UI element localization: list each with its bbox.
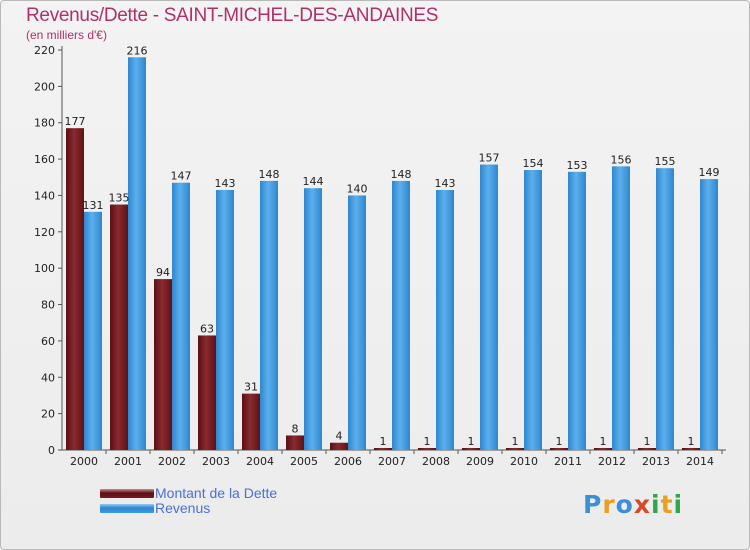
value-label: 131 <box>83 199 104 212</box>
value-label: 1 <box>380 435 387 448</box>
y-tick-label: 120 <box>34 226 55 239</box>
x-tick-label: 2010 <box>510 455 538 468</box>
value-label: 143 <box>435 177 456 190</box>
bar-revenus <box>568 171 586 450</box>
value-label: 216 <box>127 44 148 57</box>
bar-revenus <box>84 211 102 450</box>
value-label: 1 <box>512 435 519 448</box>
chart-title: Revenus/Dette - SAINT-MICHEL-DES-ANDAINE… <box>26 5 439 26</box>
value-label: 63 <box>200 322 214 335</box>
x-tick-label: 2009 <box>466 455 494 468</box>
y-tick-label: 60 <box>41 335 55 348</box>
legend-label-dette: Montant de la Dette <box>155 485 278 501</box>
y-tick-label: 180 <box>34 117 55 130</box>
y-tick-label: 140 <box>34 189 55 202</box>
bar-dette <box>154 279 172 450</box>
value-label: 148 <box>259 168 280 181</box>
bar-dette <box>66 128 84 450</box>
bar-revenus <box>304 188 322 450</box>
legend-swatch-revenus <box>100 504 154 513</box>
y-axis: 0 20 40 60 80 100 120 140 160 180 200 220 <box>34 44 63 457</box>
y-tick-label: 220 <box>34 44 55 57</box>
y-tick-label: 80 <box>41 299 55 312</box>
x-tick-label: 2002 <box>158 455 186 468</box>
bar-dette <box>462 448 480 450</box>
bar-revenus <box>480 164 498 450</box>
bar-revenus <box>216 190 234 450</box>
bar-revenus <box>524 170 542 450</box>
value-label: 143 <box>215 177 236 190</box>
x-tick-label: 2001 <box>114 455 142 468</box>
value-label: 157 <box>479 152 500 165</box>
bar-revenus <box>436 190 454 450</box>
y-tick-label: 100 <box>34 262 55 275</box>
x-tick-label: 2007 <box>378 455 406 468</box>
value-label: 1 <box>644 435 651 448</box>
bar-dette <box>638 448 656 450</box>
value-label: 156 <box>611 153 632 166</box>
x-tick-label: 2014 <box>686 455 714 468</box>
bar-dette <box>418 448 436 450</box>
value-labels: 177 131 135 216 94 147 63 143 31 148 8 144 4 140 1 148 1… <box>65 44 720 448</box>
x-tick-label: 2011 <box>554 455 582 468</box>
value-label: 144 <box>303 175 324 188</box>
bar-series <box>66 57 718 450</box>
chart-subtitle: (en milliers d'€) <box>26 28 107 42</box>
bar-dette <box>286 435 304 450</box>
value-label: 147 <box>171 170 192 183</box>
bar-revenus <box>128 57 146 450</box>
x-tick-label: 2003 <box>202 455 230 468</box>
bar-dette <box>550 448 568 450</box>
bar-dette <box>198 335 216 450</box>
legend-swatch-dette <box>100 489 154 498</box>
value-label: 94 <box>156 266 170 279</box>
x-tick-label: 2008 <box>422 455 450 468</box>
bar-revenus <box>656 168 674 450</box>
value-label: 31 <box>244 381 258 394</box>
x-tick-label: 2000 <box>70 455 98 468</box>
x-tick-label: 2013 <box>642 455 670 468</box>
bar-dette <box>374 448 392 450</box>
value-label: 140 <box>347 182 368 195</box>
bar-revenus <box>612 166 630 450</box>
bar-revenus <box>260 180 278 450</box>
bar-revenus <box>172 182 190 450</box>
bar-dette <box>594 448 612 450</box>
x-tick-label: 2006 <box>334 455 362 468</box>
value-label: 4 <box>336 430 343 443</box>
value-label: 1 <box>688 435 695 448</box>
bar-dette <box>330 442 348 450</box>
y-tick-label: 20 <box>41 408 55 421</box>
proxiti-logo: Proxiti <box>583 490 684 519</box>
value-label: 149 <box>699 166 720 179</box>
bar-revenus <box>700 179 718 450</box>
bar-revenus <box>392 180 410 450</box>
y-tick-label: 0 <box>48 444 55 457</box>
value-label: 1 <box>468 435 475 448</box>
value-label: 148 <box>391 168 412 181</box>
value-label: 1 <box>556 435 563 448</box>
x-axis: 2000 2001 2002 2003 2004 2005 2006 2007 2008 2009… <box>62 449 726 468</box>
bar-dette <box>506 448 524 450</box>
value-label: 135 <box>109 192 130 205</box>
value-label: 8 <box>292 422 299 435</box>
y-tick-label: 200 <box>34 80 55 93</box>
value-label: 154 <box>523 157 544 170</box>
bar-dette <box>110 204 128 450</box>
x-tick-label: 2012 <box>598 455 626 468</box>
x-tick-label: 2004 <box>246 455 274 468</box>
y-tick-label: 160 <box>34 153 55 166</box>
y-tick-label: 40 <box>41 371 55 384</box>
value-label: 1 <box>600 435 607 448</box>
bar-revenus <box>348 195 366 450</box>
bar-dette <box>682 448 700 450</box>
value-label: 155 <box>655 155 676 168</box>
x-tick-label: 2005 <box>290 455 318 468</box>
value-label: 177 <box>65 115 86 128</box>
value-label: 1 <box>424 435 431 448</box>
bar-dette <box>242 393 260 450</box>
legend-label-revenus: Revenus <box>155 500 211 516</box>
value-label: 153 <box>567 159 588 172</box>
